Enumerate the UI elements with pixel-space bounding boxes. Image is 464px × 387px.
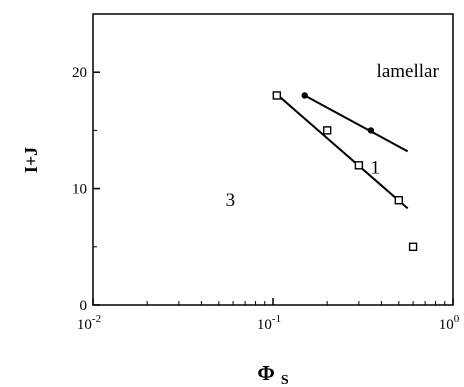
fit-lines [276,93,409,210]
x-tick-label: 10-1 [257,313,281,333]
fit-line-series-1 [304,94,409,153]
fit-line-series-3 [276,93,409,210]
x-tick-label: 100 [439,313,460,333]
x-tick-label-base: 10 [257,317,272,333]
y-axis-ticks: 0 10 20 [72,65,100,314]
y-tick-label: 20 [72,65,87,81]
x-axis-title-subscript: S [281,373,289,387]
plot-frame [92,13,454,306]
data-point-series-3 [322,126,332,135]
x-tick-label: 10-2 [77,313,101,333]
annotation-label: 3 [226,190,236,211]
data-point-series-1 [301,92,308,99]
data-point-series-1 [367,127,375,134]
data-point-series-3 [408,242,418,252]
y-tick-label: 0 [80,298,88,314]
annotations: lamellar 1 3 [226,61,440,211]
x-axis-ticks: 10-2 10-1 100 [77,298,460,333]
x-tick-label-exponent: -1 [272,313,281,325]
x-tick-label-base: 10 [77,317,92,333]
data-point-series-3 [394,196,404,205]
y-tick-label: 10 [72,182,87,198]
data-point-series-3 [354,161,364,170]
annotation-label: lamellar [377,61,440,82]
y-axis-title: I+J [21,147,41,173]
data-points [272,91,418,252]
x-axis-title-main: Φ [257,361,274,385]
annotation-label: 1 [371,157,381,178]
x-tick-label-exponent: 0 [454,313,460,325]
x-tick-label-exponent: -2 [92,313,101,325]
x-tick-label-base: 10 [439,317,454,333]
data-point-series-3 [272,91,282,100]
